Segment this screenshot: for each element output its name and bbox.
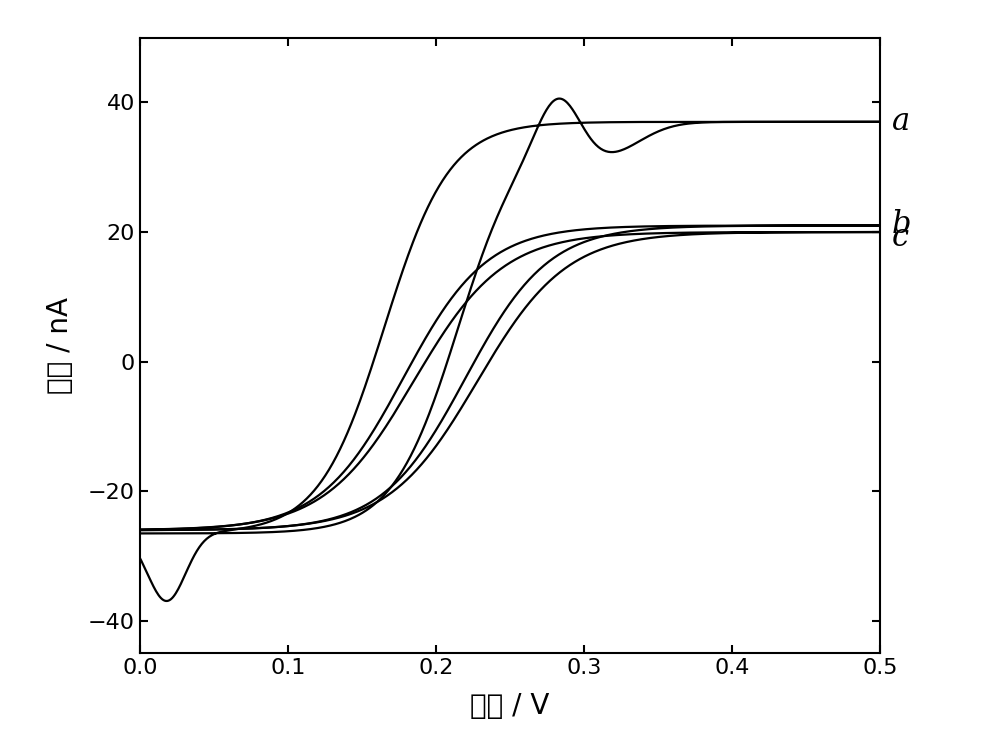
Text: c: c bbox=[892, 222, 909, 252]
Text: b: b bbox=[892, 209, 911, 240]
Y-axis label: 电流 / nA: 电流 / nA bbox=[46, 297, 74, 394]
X-axis label: 电压 / V: 电压 / V bbox=[470, 692, 550, 720]
Text: a: a bbox=[892, 107, 910, 137]
